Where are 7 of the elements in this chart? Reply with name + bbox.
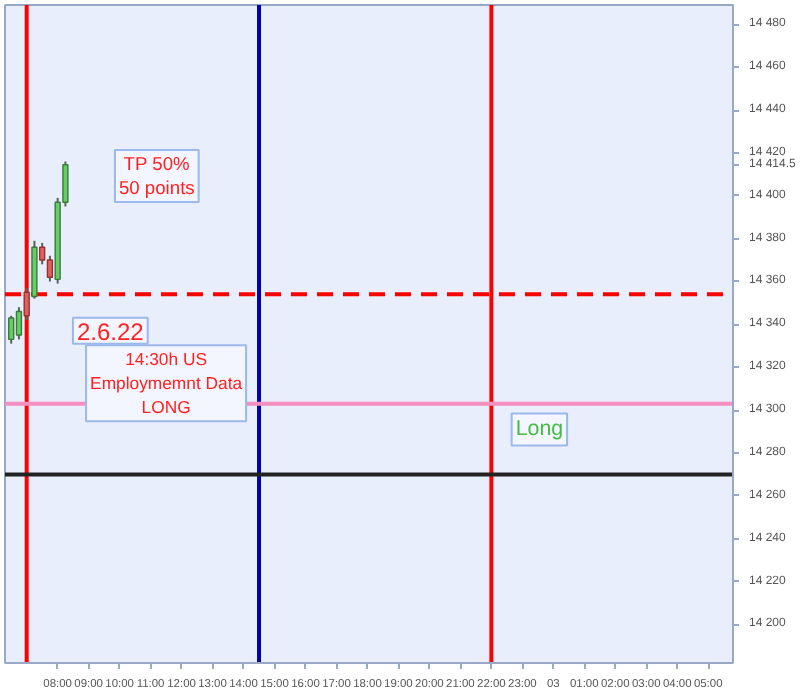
annotation: TP 50% 50 points: [118, 154, 196, 199]
candlestick: [46, 254, 54, 283]
candlestick: [15, 306, 23, 341]
annotation: Long: [515, 417, 564, 442]
annotation: 2.6.22: [76, 317, 145, 346]
annotation: 14:30h US Employmemnt Data LONG: [90, 349, 243, 418]
candlestick: [8, 314, 15, 345]
